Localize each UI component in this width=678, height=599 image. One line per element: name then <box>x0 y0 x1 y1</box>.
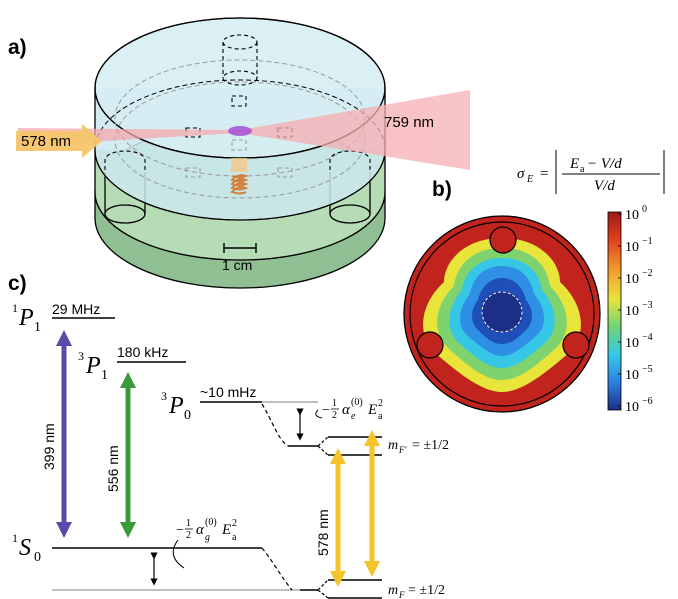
formula-num-e: E <box>569 156 579 172</box>
label-3p1-sub: 1 <box>101 368 108 383</box>
top-tube <box>222 34 258 107</box>
atom-oven <box>230 158 249 195</box>
mf-lower-value: = ±1/2 <box>408 583 445 598</box>
colorbar-tick-label: 10 <box>625 208 639 223</box>
mf-upper-m: m <box>388 438 398 453</box>
linewidth-3p1: 180 kHz <box>117 344 168 360</box>
colorbar-tick-label: 10 <box>625 400 639 415</box>
mf-upper-value: = ±1/2 <box>412 438 449 453</box>
exc-alpha-sub: e <box>351 411 356 422</box>
label-3p1-sup: 3 <box>78 349 84 363</box>
exc-field: E <box>367 402 377 418</box>
panel-c-label: c) <box>8 272 27 295</box>
exc-field-sub: a <box>378 411 383 422</box>
colorbar-tick-label: 10 <box>625 336 639 351</box>
formula-num-sub: a <box>580 164 585 175</box>
gnd-field-sub: a <box>232 532 237 543</box>
label-1s0-name: S <box>19 535 31 561</box>
panel-b: b) σ E = E a − V/d V/d <box>403 150 665 415</box>
colorbar-tick-exponent: −6 <box>642 396 653 407</box>
colorbar-tick-exponent: −5 <box>642 364 653 375</box>
gnd-field-sup: 2 <box>232 518 237 529</box>
panel-a: a) <box>8 17 470 289</box>
transition-578-label: 578 nm <box>315 509 331 556</box>
exc-prefix: − <box>322 403 330 418</box>
linewidth-labels: 29 MHz 180 kHz ~10 mHz <box>52 301 256 400</box>
ground-shift-arrow <box>150 539 185 586</box>
label-1p1-name: P <box>18 305 34 331</box>
mf-lower-m: m <box>388 583 398 598</box>
formula-sigma-sub: E <box>526 174 533 185</box>
formula-den: V/d <box>594 178 615 194</box>
mf-upper-label: m F′ = ±1/2 <box>388 438 449 455</box>
label-3p0-name: P <box>168 393 184 419</box>
formula-sigma: σ <box>517 166 525 182</box>
panel-a-label: a) <box>8 36 27 59</box>
mf-lower-label: m F = ±1/2 <box>388 583 445 599</box>
field-heatmap <box>403 215 601 413</box>
transition-578-b <box>364 430 380 577</box>
colorbar-tick-exponent: −1 <box>642 236 653 247</box>
transition-578-a: 578 nm <box>315 448 346 587</box>
transition-556-label: 556 nm <box>105 445 121 492</box>
exc-field-sup: 2 <box>378 398 383 409</box>
gnd-alpha-sub: g <box>205 532 210 543</box>
colorbar-tick-label: 10 <box>625 304 639 319</box>
clock-beam-arrow: 578 nm <box>16 124 102 158</box>
colorbar-tick-label: 10 <box>625 368 639 383</box>
level-labels: 1 P 1 3 P 1 3 P 0 1 S 0 <box>12 301 191 565</box>
label-3p0-sup: 3 <box>161 389 167 403</box>
sigma-formula: σ E = E a − V/d V/d <box>517 150 665 194</box>
gnd-prefix: − <box>176 523 184 538</box>
clock-beam-label: 578 nm <box>21 133 71 150</box>
transition-399-label: 399 nm <box>41 423 57 470</box>
gnd-alpha: α <box>196 522 205 538</box>
mf-upper-sub: F′ <box>398 445 407 455</box>
gnd-alpha-sup: (0) <box>205 517 217 528</box>
panel-b-label: b) <box>432 178 452 201</box>
label-3p0-sub: 0 <box>184 408 191 423</box>
ground-shift-formula: − 1 2 α g (0) E a 2 <box>176 517 237 543</box>
colorbar-tick-label: 10 <box>625 240 639 255</box>
linewidth-1p1: 29 MHz <box>52 301 100 317</box>
gnd-frac-num: 1 <box>186 518 191 529</box>
gnd-field: E <box>221 522 231 538</box>
lattice-beam-label: 759 nm <box>384 114 434 131</box>
colorbar-tick-exponent: −2 <box>642 268 653 279</box>
colorbar-tick-exponent: 0 <box>642 204 647 215</box>
colorbar-tick-exponent: −3 <box>642 300 653 311</box>
exc-frac-num: 1 <box>332 398 337 409</box>
colorbar-tick-exponent: −4 <box>642 332 653 343</box>
exc-alpha-sup: (0) <box>351 397 363 408</box>
label-3p1-name: P <box>85 353 101 379</box>
svg-text:=: = <box>540 166 548 182</box>
label-1s0-sub: 0 <box>34 550 41 565</box>
formula-num-rest: − V/d <box>587 156 622 172</box>
linewidth-3p0: ~10 mHz <box>200 384 256 400</box>
lattice-beam <box>18 90 470 170</box>
gnd-frac-den: 2 <box>186 530 191 541</box>
label-1p1-sub: 1 <box>34 320 41 335</box>
excited-shift-formula: − 1 2 α e (0) E a 2 <box>322 397 383 422</box>
excited-shift-arrow <box>296 408 323 441</box>
label-1p1-sup: 1 <box>12 301 18 315</box>
exc-frac-den: 2 <box>332 410 337 421</box>
mf-lower-sub: F <box>398 590 405 599</box>
label-1s0-sup: 1 <box>12 531 18 545</box>
scale-bar-label: 1 cm <box>222 257 252 273</box>
colorbar-tick-label: 10 <box>625 272 639 287</box>
scale-bar: 1 cm <box>222 243 257 273</box>
transition-556: 556 nm <box>105 372 136 538</box>
exc-alpha: α <box>342 402 351 418</box>
panel-c: c) 1 P 1 3 P 1 3 P 0 1 S 0 <box>8 272 449 599</box>
transition-399: 399 nm <box>41 330 72 538</box>
